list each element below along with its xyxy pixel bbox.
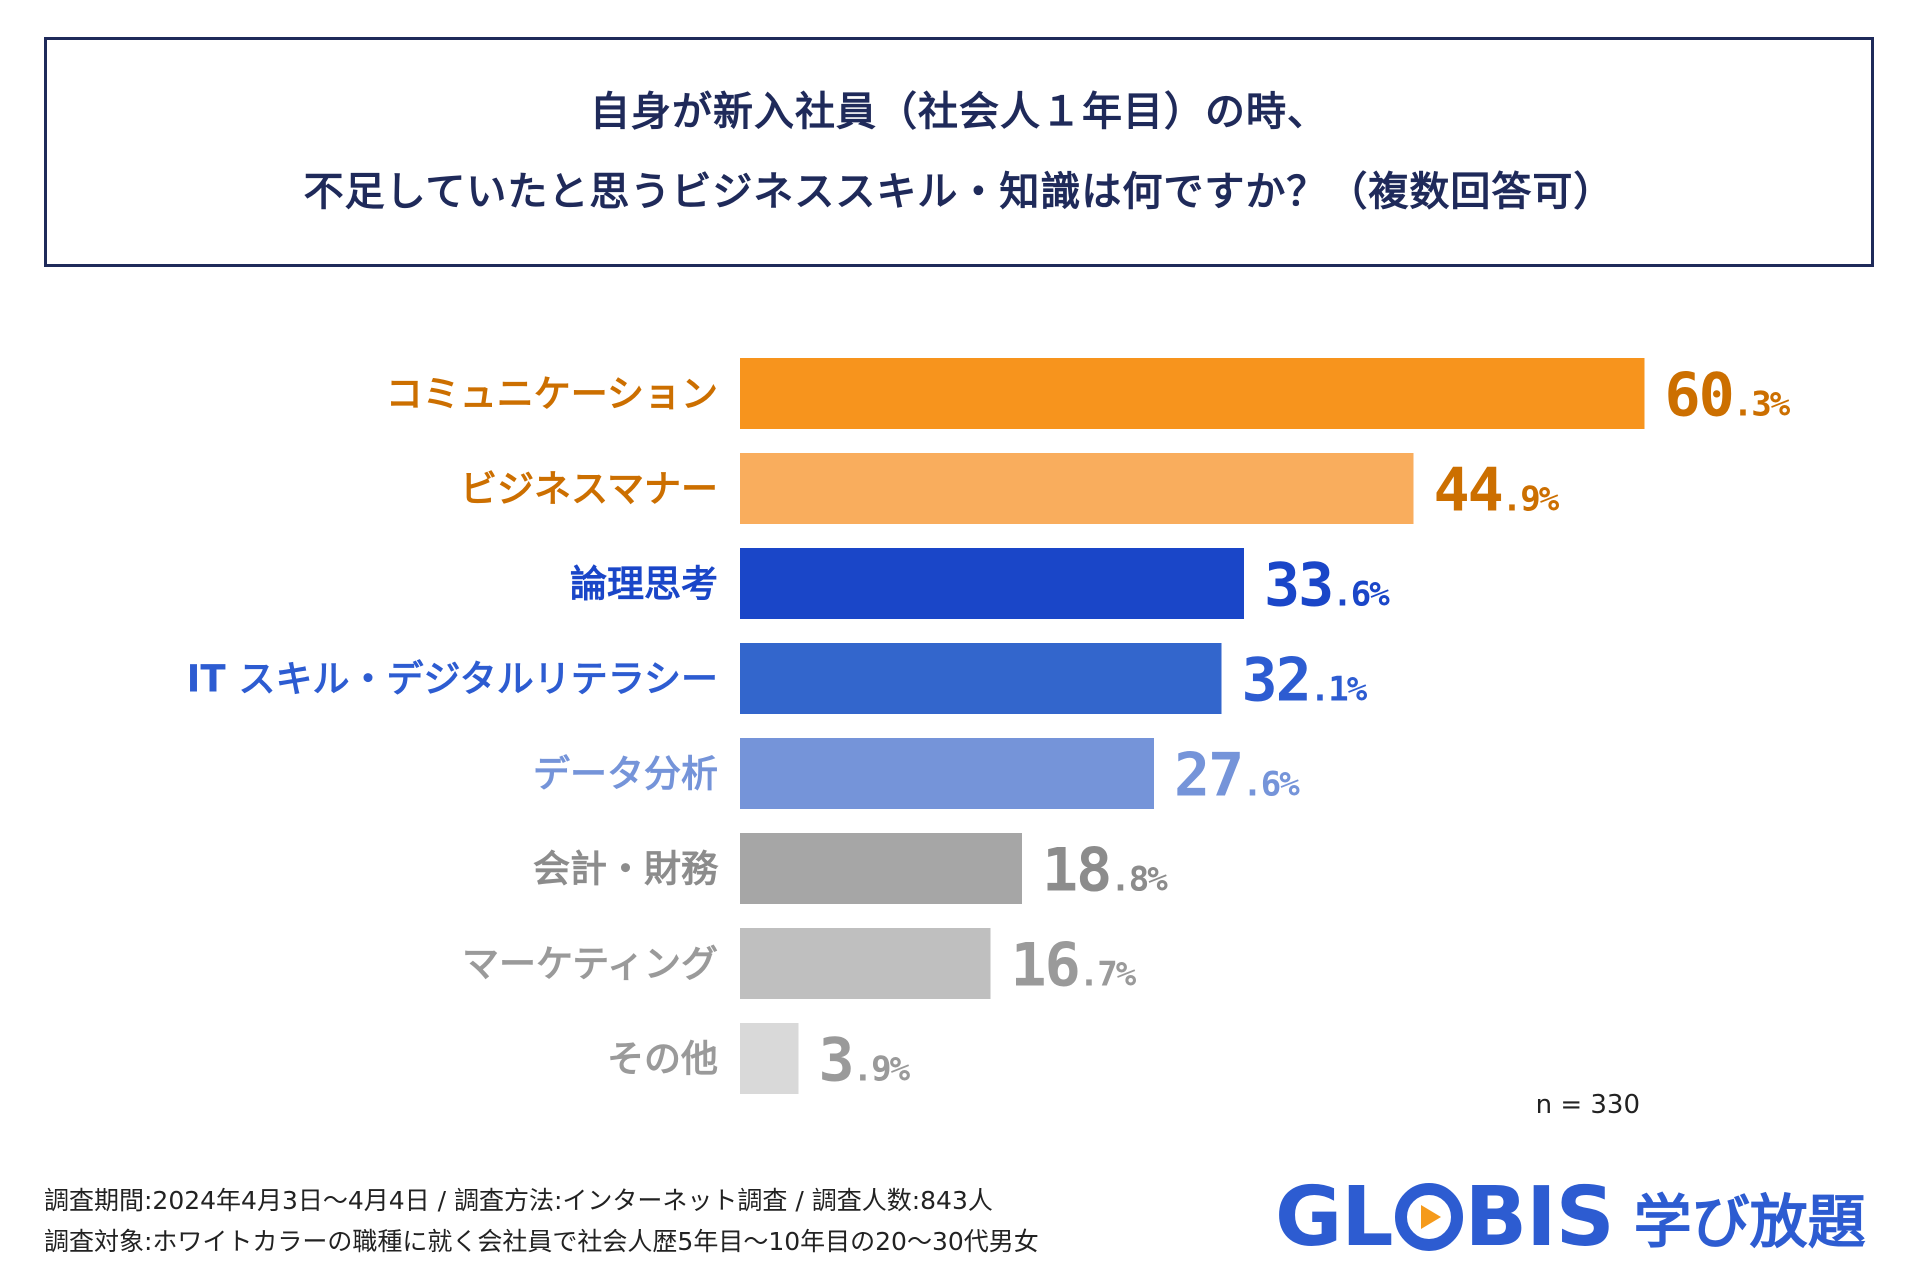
category-label-5: データ分析 (533, 753, 718, 796)
category-label-3: 論理思考 (570, 563, 718, 606)
play-triangle-icon (1421, 1205, 1442, 1229)
bar-5 (740, 738, 1154, 809)
bar-1 (740, 358, 1645, 429)
category-label-4: IT スキル・デジタルリテラシー (187, 658, 718, 701)
bar-3 (740, 548, 1244, 619)
play-circle-icon (1394, 1183, 1463, 1251)
logo-subtitle: 学び放題 (1633, 1188, 1866, 1256)
bar-2 (740, 453, 1414, 524)
category-label-7: マーケティング (462, 943, 718, 986)
survey-info-line-2: 調査対象:ホワイトカラーの職種に就く会社員で社会人歴5年目〜10年目の20〜30… (44, 1227, 1039, 1256)
bar-4 (740, 643, 1222, 714)
survey-footer: 調査期間:2024年4月3日〜4月4日 / 調査方法:インターネット調査 / 調… (44, 1180, 1039, 1262)
value-label-7: 16.7% (1011, 931, 1137, 1001)
category-label-6: 会計・財務 (533, 848, 719, 891)
bar-8 (740, 1023, 799, 1094)
value-label-4: 32.1% (1242, 646, 1368, 716)
chart-title-box: 自身が新入社員（社会人１年目）の時、 不足していたと思うビジネススキル・知識は何… (44, 37, 1874, 267)
value-label-5: 27.6% (1174, 741, 1300, 811)
logo-text-gl: GL (1275, 1169, 1394, 1265)
survey-info-line-1: 調査期間:2024年4月3日〜4月4日 / 調査方法:インターネット調査 / 調… (44, 1186, 993, 1215)
category-label-1: コミュニケーション (386, 373, 718, 416)
category-label-8: その他 (607, 1038, 718, 1081)
bar-6 (740, 833, 1022, 904)
value-label-2: 44.9% (1434, 456, 1560, 526)
sample-size-label: n = 330 (1535, 1090, 1640, 1120)
chart-title-line-1: 自身が新入社員（社会人１年目）の時、 (590, 89, 1328, 135)
logo-text-bis: BIS (1464, 1169, 1615, 1265)
chart-title-line-2: 不足していたと思うビジネススキル・知識は何ですか？（複数回答可） (303, 169, 1615, 215)
value-label-6: 18.8% (1042, 836, 1168, 906)
globis-logo: GL BIS 学び放題 (1275, 1169, 1866, 1265)
value-label-3: 33.6% (1264, 551, 1390, 621)
bar-chart: コミュニケーション 60.3% ビジネスマナー 44.9% 論理思考 33.6% IT スキ… (187, 358, 1793, 1096)
logo-wordmark: GL BIS (1275, 1169, 1615, 1265)
bar-7 (740, 928, 991, 999)
value-label-8: 3.9% (819, 1026, 911, 1096)
category-label-2: ビジネスマナー (460, 468, 718, 511)
value-label-1: 60.3% (1665, 361, 1791, 431)
